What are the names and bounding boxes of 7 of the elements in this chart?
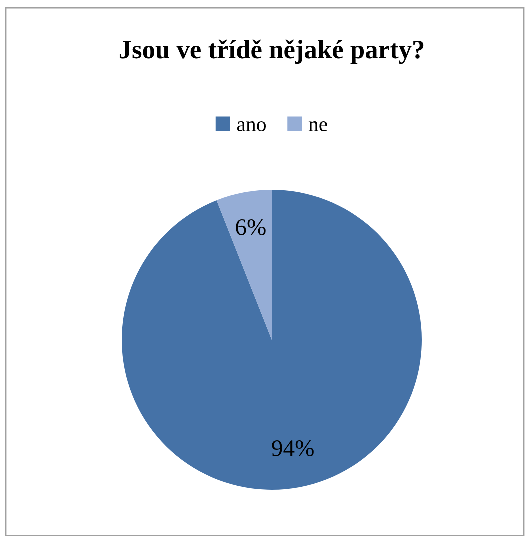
data-label: 6% xyxy=(236,219,266,236)
pie-slice xyxy=(122,190,422,490)
data-label: 94% xyxy=(272,440,314,456)
legend-label: ne xyxy=(308,122,328,132)
pie-slice xyxy=(216,190,272,340)
chart-title: Jsou ve třídě nějaké party? xyxy=(120,40,424,64)
legend-label: ano xyxy=(237,122,266,132)
